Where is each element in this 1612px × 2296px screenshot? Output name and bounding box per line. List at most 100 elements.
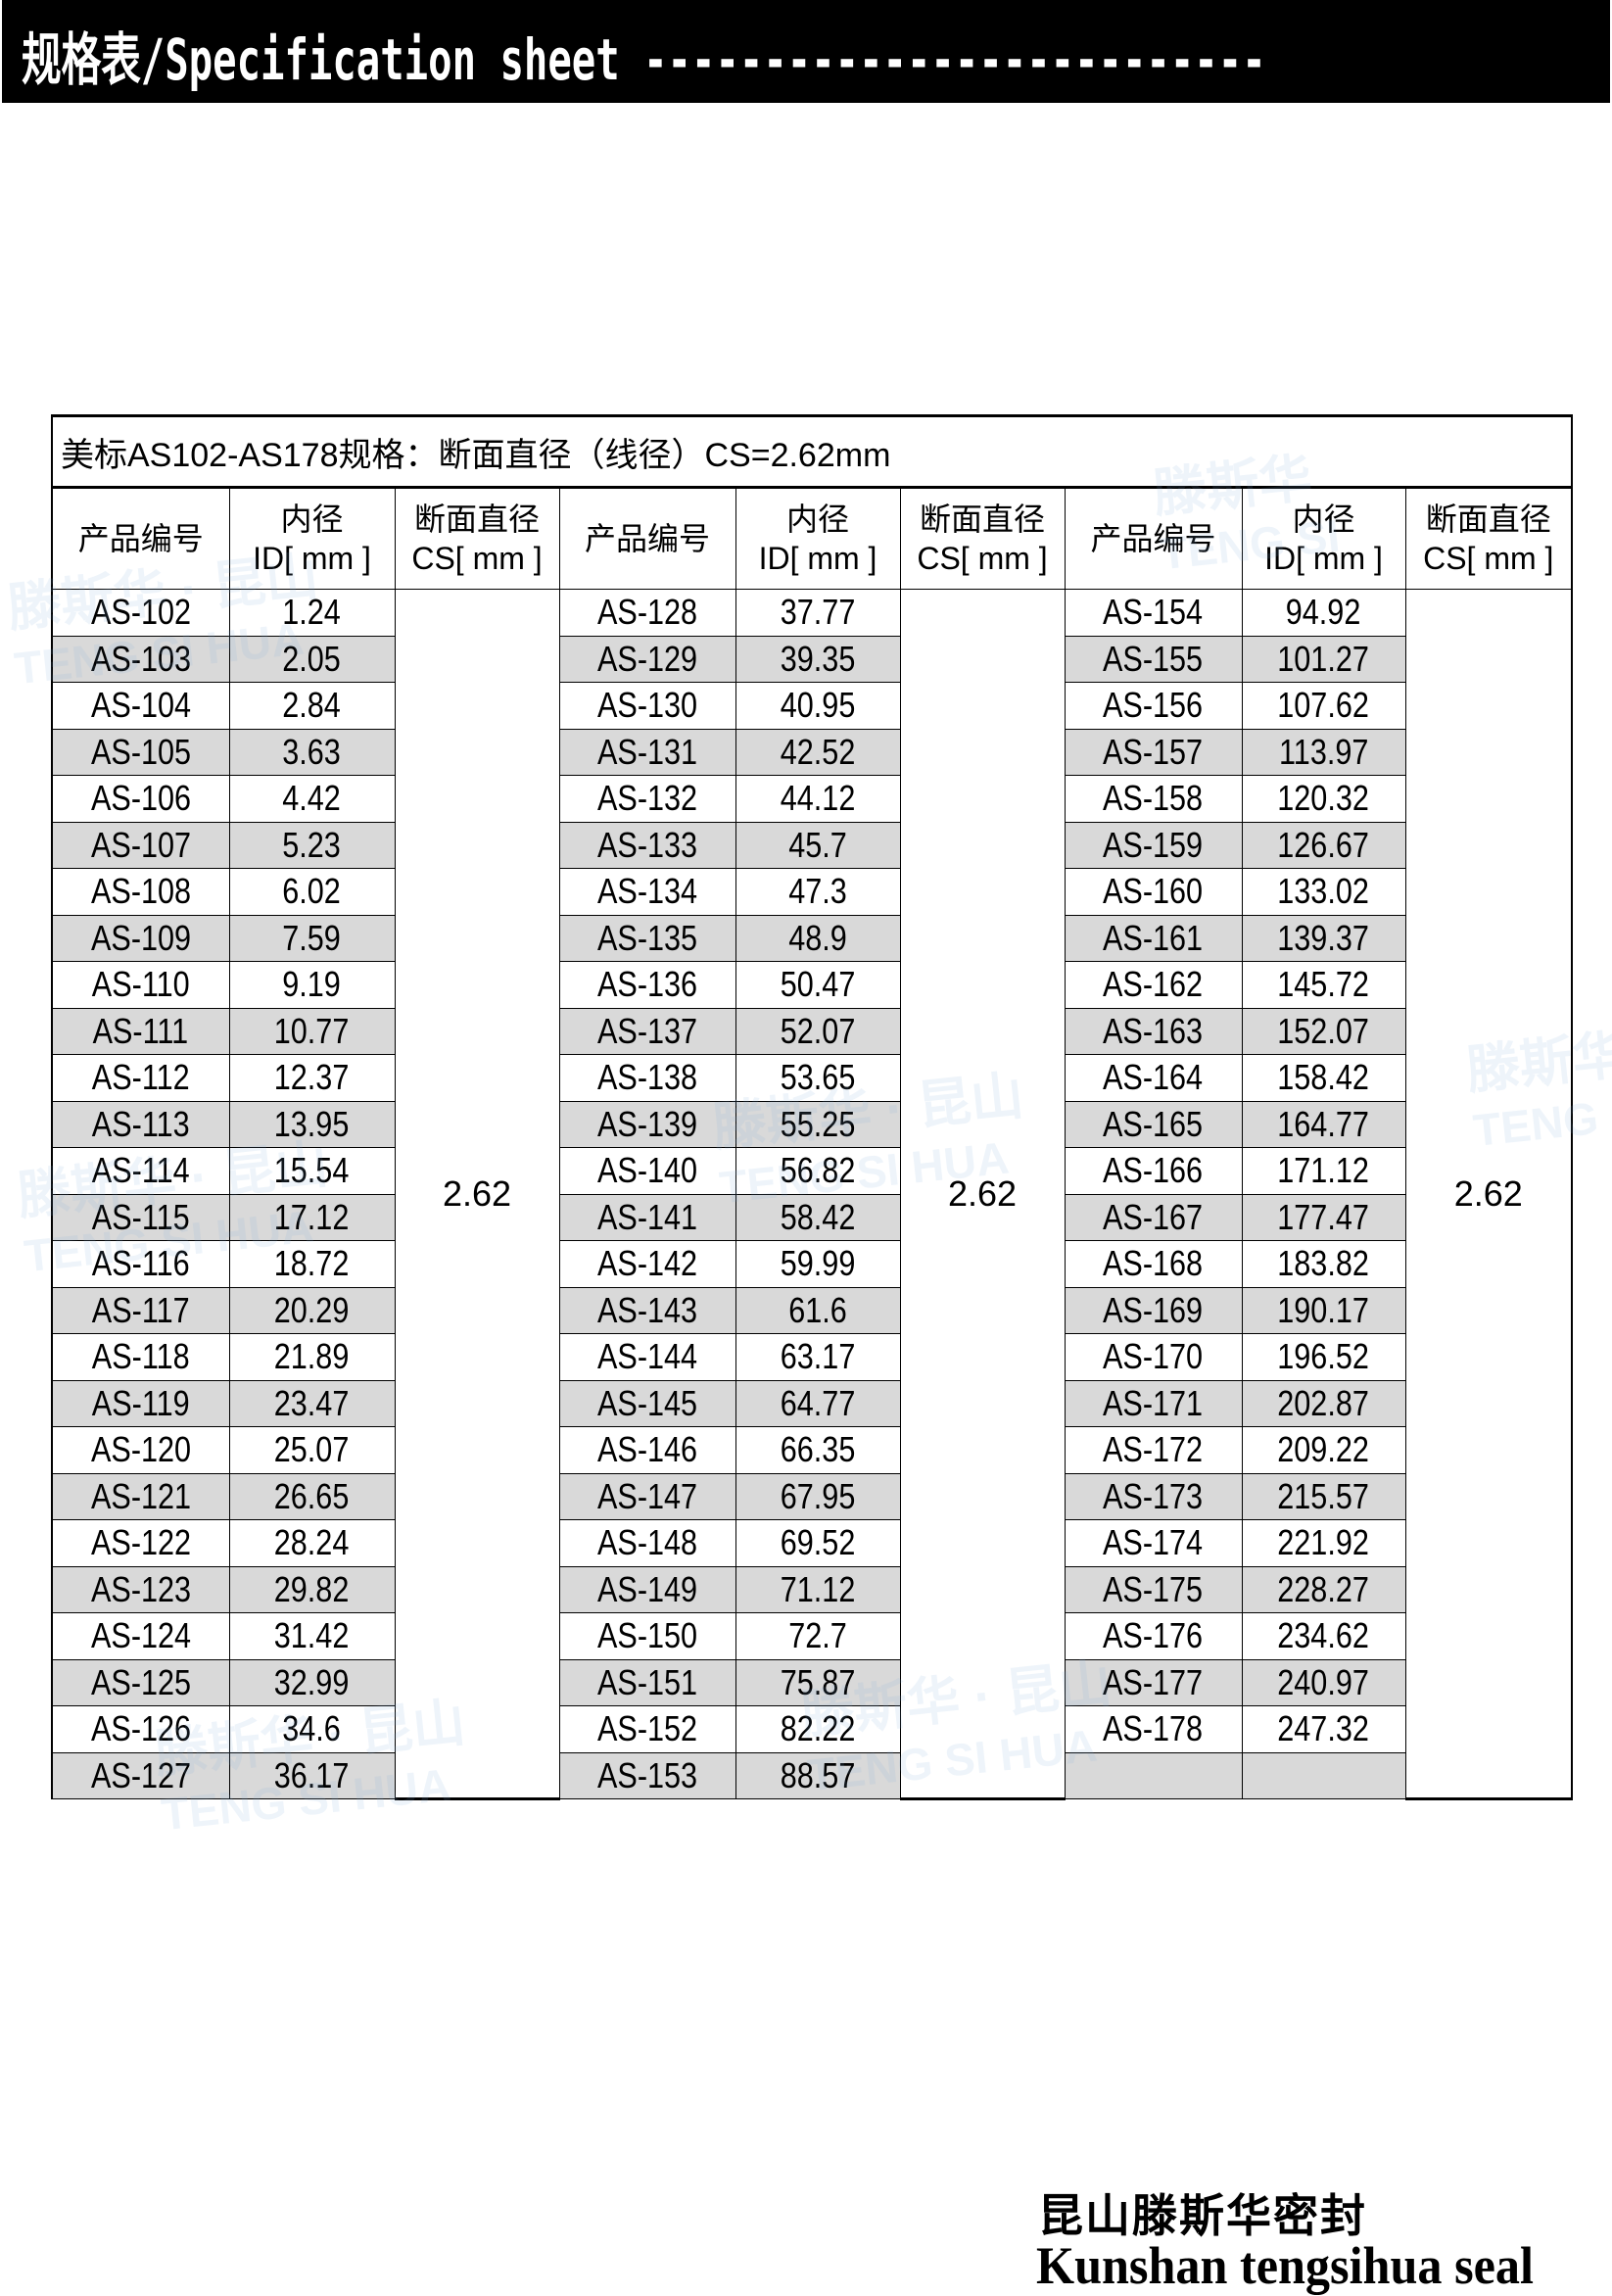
- product-code-cell: AS-167: [1064, 1193, 1243, 1241]
- header-unit: CS[ mm ]: [917, 541, 1048, 576]
- product-code-cell: AS-173: [1064, 1472, 1243, 1520]
- product-code: AS-120: [90, 1429, 191, 1470]
- product-code: AS-113: [91, 1103, 190, 1144]
- table-row: AS-125 32.99 AS-151 75.87 AS-177 240.97: [51, 1658, 1572, 1706]
- inner-diameter: 164.77: [1277, 1103, 1370, 1144]
- inner-diameter: 133.02: [1277, 871, 1370, 912]
- inner-diameter-cell: 1.24: [228, 589, 396, 637]
- inner-diameter: 26.65: [274, 1475, 350, 1516]
- inner-diameter-cell: 177.47: [1241, 1193, 1406, 1241]
- product-code-cell: AS-160: [1064, 868, 1243, 916]
- product-code-cell: AS-133: [558, 821, 736, 869]
- inner-diameter-cell: 126.67: [1241, 821, 1406, 869]
- inner-diameter-cell: 183.82: [1241, 1240, 1406, 1288]
- product-code-cell: AS-146: [558, 1426, 736, 1474]
- product-code-cell: AS-127: [51, 1751, 230, 1799]
- product-code-cell: AS-117: [51, 1286, 230, 1334]
- inner-diameter-cell: 55.25: [735, 1100, 901, 1148]
- product-code-cell: AS-109: [51, 914, 230, 962]
- inner-diameter-cell: 4.42: [228, 775, 396, 823]
- inner-diameter: 94.92: [1286, 592, 1361, 633]
- product-code-cell: AS-107: [51, 821, 230, 869]
- inner-diameter: 31.42: [274, 1615, 350, 1656]
- header-product-code: 产品编号: [1064, 487, 1243, 590]
- header-unit: CS[ mm ]: [1423, 541, 1554, 576]
- inner-diameter: 190.17: [1277, 1289, 1370, 1330]
- table-row: AS-122 28.24 AS-148 69.52 AS-174 221.92: [51, 1519, 1572, 1567]
- product-code-cell: AS-154: [1064, 589, 1243, 637]
- inner-diameter-cell: 3.63: [228, 728, 396, 776]
- header-bar: 规格表/Specification sheet ----------------…: [2, 0, 1610, 103]
- inner-diameter-cell: 25.07: [228, 1426, 396, 1474]
- product-code: AS-168: [1103, 1243, 1204, 1284]
- inner-diameter-cell: 52.07: [735, 1007, 901, 1055]
- table-row: AS-102 1.24 2.62 AS-128 37.77 2.62 AS-154 94.92…: [51, 589, 1574, 1800]
- inner-diameter-cell: 158.42: [1241, 1054, 1406, 1102]
- product-code: AS-165: [1103, 1103, 1204, 1144]
- product-code: AS-116: [91, 1243, 190, 1284]
- product-code-cell: AS-164: [1064, 1054, 1243, 1102]
- inner-diameter: 5.23: [282, 824, 342, 865]
- company-name-cn: 昆山滕斯华密封: [1038, 2189, 1367, 2242]
- inner-diameter-cell: 145.72: [1241, 961, 1406, 1009]
- header-inner-diameter: 内径 ID[ mm ]: [1241, 487, 1406, 590]
- product-code: AS-178: [1103, 1708, 1204, 1749]
- product-code-cell: AS-122: [51, 1519, 230, 1567]
- inner-diameter: 107.62: [1277, 685, 1370, 726]
- product-code-cell: AS-132: [558, 775, 736, 823]
- table-row: AS-119 23.47 AS-145 64.77 AS-171 202.87: [51, 1379, 1572, 1427]
- inner-diameter-cell: 133.02: [1241, 868, 1406, 916]
- company-name-en: Kunshan tengsihua seal: [1036, 2236, 1534, 2295]
- product-code: AS-144: [596, 1336, 698, 1377]
- product-code-cell: AS-105: [51, 728, 230, 776]
- product-code: AS-107: [90, 824, 191, 865]
- product-code-cell: AS-119: [51, 1379, 230, 1427]
- inner-diameter-cell: 152.07: [1241, 1007, 1406, 1055]
- product-code-cell: AS-151: [558, 1658, 736, 1706]
- inner-diameter-cell: 240.97: [1241, 1658, 1406, 1706]
- product-code-cell: AS-170: [1064, 1333, 1243, 1381]
- inner-diameter: 247.32: [1277, 1708, 1370, 1749]
- inner-diameter-cell: 9.19: [228, 961, 396, 1009]
- inner-diameter-cell: 20.29: [228, 1286, 396, 1334]
- inner-diameter: 63.17: [780, 1336, 856, 1377]
- inner-diameter-cell: 7.59: [228, 914, 396, 962]
- inner-diameter-cell: 6.02: [228, 868, 396, 916]
- inner-diameter: 21.89: [274, 1336, 350, 1377]
- inner-diameter-cell: 72.7: [735, 1612, 901, 1660]
- product-code-cell: AS-166: [1064, 1147, 1243, 1195]
- inner-diameter-cell: 234.62: [1241, 1612, 1406, 1660]
- inner-diameter: 2.84: [282, 685, 342, 726]
- cross-section-cell: 2.62: [899, 589, 1066, 1800]
- inner-diameter: 55.25: [780, 1103, 856, 1144]
- inner-diameter: 202.87: [1277, 1382, 1370, 1423]
- product-code: AS-146: [596, 1429, 698, 1470]
- inner-diameter: 61.6: [788, 1289, 847, 1330]
- product-code: AS-124: [90, 1615, 191, 1656]
- product-code: AS-130: [596, 685, 698, 726]
- inner-diameter-cell: 56.82: [735, 1147, 901, 1195]
- table-row: AS-117 20.29 AS-143 61.6 AS-169 190.17: [51, 1286, 1572, 1334]
- table-row: AS-108 6.02 AS-134 47.3 AS-160 133.02: [51, 868, 1572, 916]
- product-code: AS-169: [1103, 1289, 1204, 1330]
- inner-diameter-cell: 101.27: [1241, 635, 1406, 683]
- inner-diameter: 13.95: [274, 1103, 350, 1144]
- product-code: AS-123: [90, 1568, 191, 1609]
- product-code: AS-136: [596, 964, 698, 1005]
- product-code: AS-151: [596, 1661, 698, 1702]
- inner-diameter-cell: 190.17: [1241, 1286, 1406, 1334]
- product-code-cell: AS-106: [51, 775, 230, 823]
- inner-diameter: 10.77: [274, 1010, 350, 1051]
- product-code: AS-115: [91, 1196, 190, 1237]
- inner-diameter-cell: 36.17: [228, 1751, 396, 1799]
- product-code-cell: AS-134: [558, 868, 736, 916]
- inner-diameter: 152.07: [1277, 1010, 1370, 1051]
- product-code-cell: AS-147: [558, 1472, 736, 1520]
- product-code-cell: AS-149: [558, 1565, 736, 1613]
- inner-diameter: 59.99: [780, 1243, 856, 1284]
- inner-diameter: 58.42: [780, 1196, 856, 1237]
- product-code: AS-163: [1103, 1010, 1204, 1051]
- product-code: AS-153: [596, 1754, 698, 1795]
- inner-diameter: 23.47: [274, 1382, 350, 1423]
- header-label: 产品编号: [1090, 521, 1216, 556]
